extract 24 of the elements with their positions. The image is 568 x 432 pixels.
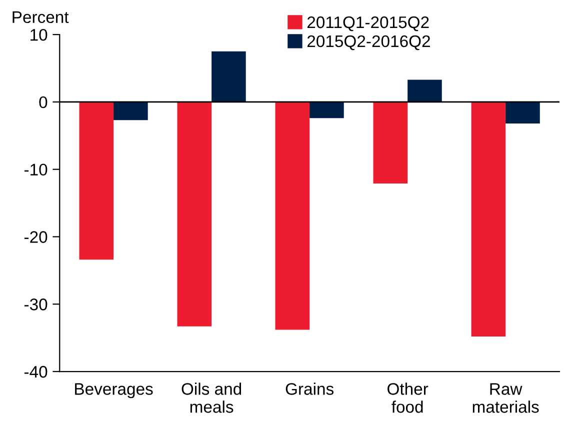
y-tick-label: -20 (24, 231, 48, 243)
bar (79, 102, 114, 260)
bar (177, 102, 212, 326)
legend-label: 2011Q1-2015Q2 (307, 16, 429, 32)
legend-label: 2015Q2-2016Q2 (307, 35, 430, 50)
bar (506, 102, 540, 124)
y-tick-label: -30 (24, 298, 48, 310)
x-tick-label: Other food (388, 382, 428, 413)
bar (212, 51, 246, 102)
y-tick-label: -40 (24, 366, 48, 378)
x-tick-label: Raw materials (472, 383, 539, 413)
bar (114, 102, 148, 120)
bar (373, 102, 408, 184)
bar (471, 102, 506, 336)
y-tick-label: 0 (39, 96, 48, 108)
x-tick-label: Grains (286, 382, 334, 395)
x-tick-label: Oils and meals (182, 382, 242, 413)
y-tick-label: 10 (30, 28, 48, 41)
bar (408, 80, 442, 102)
bar (310, 102, 344, 118)
y-tick-label: -10 (24, 164, 48, 176)
bar (275, 102, 310, 330)
y-axis-title: Percent (12, 11, 69, 24)
x-tick-label: Beverages (75, 383, 153, 398)
